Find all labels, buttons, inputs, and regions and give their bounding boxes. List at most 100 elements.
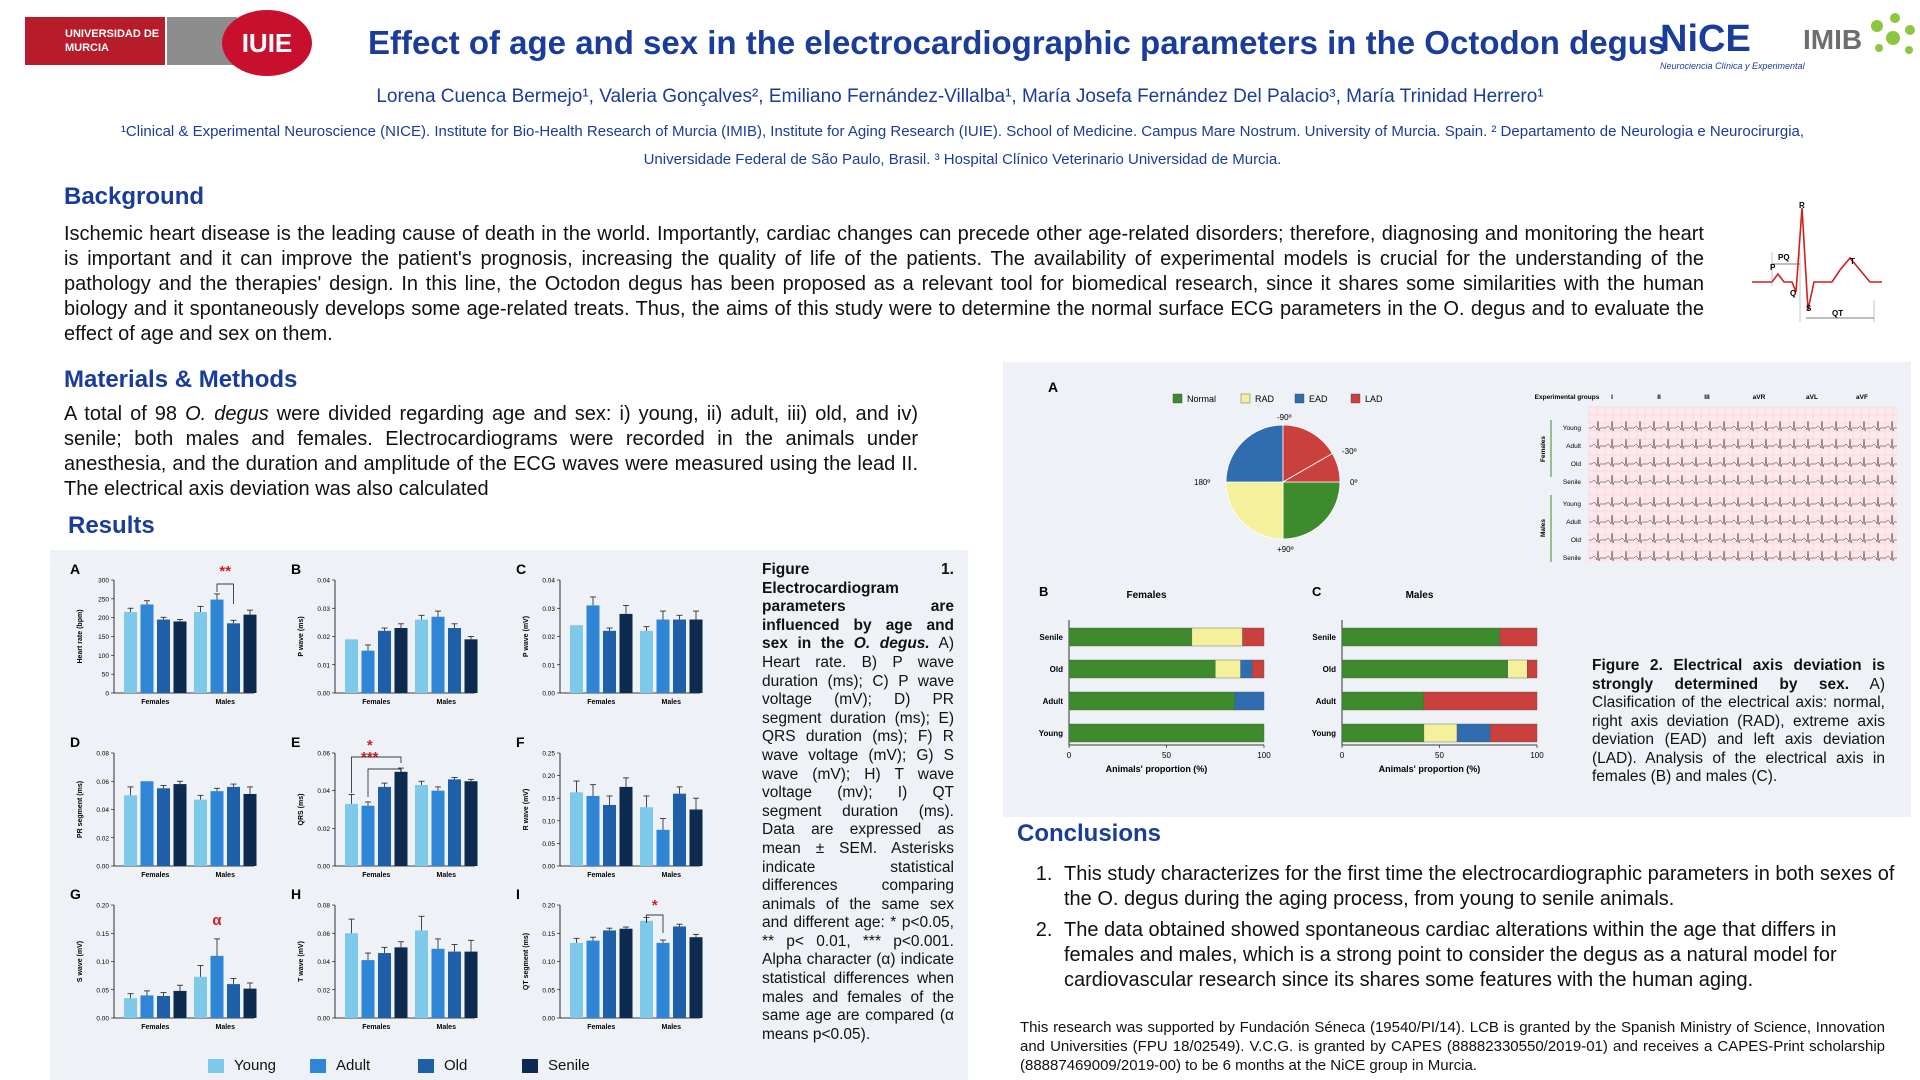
bar-senile bbox=[620, 929, 633, 1018]
row-label: Senile bbox=[1039, 633, 1063, 642]
x-axis-label: Animals' proportion (%) bbox=[1379, 764, 1481, 774]
bar-senile bbox=[395, 947, 408, 1018]
bar-senile bbox=[244, 615, 257, 693]
bar-old bbox=[673, 794, 686, 866]
y-tick-label: 0.05 bbox=[542, 987, 555, 994]
ecg-label-pq: PQ bbox=[1778, 253, 1790, 262]
funding-text: This research was supported by Fundación… bbox=[1020, 1018, 1885, 1075]
x-group-label: Females bbox=[362, 699, 390, 706]
panel-label-d: D bbox=[70, 734, 80, 750]
bar-old bbox=[227, 787, 240, 866]
chart-g: G S wave (mV) 0.00 0.05 0.10 0.15 0.20 Females M… bbox=[62, 885, 267, 1045]
x-group-label: Males bbox=[662, 699, 682, 706]
methods-heading: Materials & Methods bbox=[64, 366, 297, 394]
y-tick-label: 0.20 bbox=[542, 773, 555, 780]
x-group-label: Females bbox=[141, 1024, 169, 1031]
bar-old bbox=[227, 623, 240, 693]
iuie-logo: IUIE bbox=[222, 10, 312, 76]
y-tick-label: 0.15 bbox=[96, 931, 109, 938]
legend-old-label: Old bbox=[444, 1057, 467, 1074]
bar-senile bbox=[174, 621, 187, 693]
y-tick-label: 0.05 bbox=[96, 987, 109, 994]
x-group-label: Females bbox=[587, 872, 615, 879]
y-tick-label: 0.10 bbox=[96, 959, 109, 966]
row-label: Old bbox=[1050, 665, 1063, 674]
bar-young bbox=[640, 921, 653, 1018]
x-group-label: Males bbox=[437, 872, 457, 879]
y-tick-label: 0.20 bbox=[96, 903, 109, 910]
ecg-row-label: Adult bbox=[1566, 519, 1581, 526]
fig2-panel-label-a: A bbox=[1048, 379, 1058, 395]
bar-young bbox=[124, 612, 137, 693]
bar-adult bbox=[657, 830, 670, 866]
bar-young bbox=[640, 631, 653, 693]
pie-angle-label: -30º bbox=[1342, 447, 1357, 456]
ecg-row-label: Old bbox=[1571, 461, 1582, 468]
stacked-segment-normal bbox=[1342, 724, 1424, 742]
row-label: Adult bbox=[1316, 697, 1337, 706]
legend-young-swatch bbox=[208, 1059, 224, 1073]
bar-old bbox=[673, 926, 686, 1018]
conclusion-item-1: This study characterizes for the first t… bbox=[1058, 862, 1898, 912]
authors: Lorena Cuenca Bermejo¹, Valeria Gonçalve… bbox=[0, 86, 1920, 108]
y-tick-label: 0.00 bbox=[317, 1016, 330, 1023]
poster-title: Effect of age and sex in the electrocard… bbox=[368, 24, 1666, 62]
y-tick-label: 0.00 bbox=[96, 864, 109, 871]
ecg-header-cell: III bbox=[1704, 394, 1710, 401]
pie-legend-swatch-ead bbox=[1295, 394, 1304, 403]
ecg-label-r: R bbox=[1799, 201, 1805, 210]
ecg-sex-label-females: Females bbox=[1540, 436, 1547, 462]
stacked-segment-normal bbox=[1342, 692, 1424, 710]
legend-senile-swatch bbox=[522, 1059, 538, 1073]
university-of-murcia-logo: UNIVERSIDAD DE MURCIA bbox=[25, 17, 165, 65]
bar-young bbox=[415, 785, 428, 866]
y-tick-label: 0.00 bbox=[542, 1016, 555, 1023]
bar-adult bbox=[211, 791, 224, 866]
y-tick-label: 0.02 bbox=[317, 987, 330, 994]
bar-young bbox=[124, 998, 137, 1018]
y-tick-label: 0.04 bbox=[317, 959, 330, 966]
bar-adult bbox=[432, 791, 445, 866]
x-group-label: Females bbox=[141, 872, 169, 879]
bar-adult bbox=[211, 956, 224, 1018]
x-group-label: Males bbox=[662, 872, 682, 879]
stacked-segment-normal bbox=[1069, 692, 1235, 710]
panel-label-g: G bbox=[70, 886, 81, 902]
bar-young bbox=[194, 612, 207, 693]
stacked-segment-lad bbox=[1527, 660, 1537, 678]
y-axis-label: P wave (ms) bbox=[298, 616, 305, 656]
y-axis-label: T wave (mV) bbox=[298, 941, 305, 982]
ecg-row-label: Senile bbox=[1563, 555, 1581, 562]
row-label: Old bbox=[1323, 665, 1336, 674]
fig1-caption-text: A) Heart rate. B) P wave duration (ms); … bbox=[762, 635, 954, 1042]
ecg-label-qt: QT bbox=[1832, 309, 1843, 318]
y-tick-label: 0.06 bbox=[317, 931, 330, 938]
y-axis-label: QT segment (ms) bbox=[523, 933, 530, 990]
significance-mark: * bbox=[652, 897, 658, 914]
pie-legend-label-rad: RAD bbox=[1255, 394, 1275, 404]
stacked-segment-rad bbox=[1215, 660, 1240, 678]
bar-adult bbox=[587, 796, 600, 866]
y-axis-label: QRS (ms) bbox=[298, 794, 305, 826]
bar-adult bbox=[657, 943, 670, 1018]
y-tick-label: 0.01 bbox=[317, 662, 330, 669]
y-axis-label: R wave (mV) bbox=[523, 789, 530, 831]
bar-old bbox=[448, 779, 461, 866]
legend-adult: Adult bbox=[310, 1057, 370, 1074]
x-group-label: Females bbox=[141, 699, 169, 706]
x-group-label: Females bbox=[362, 1024, 390, 1031]
bar-senile bbox=[620, 787, 633, 866]
axis-pie-chart: A Normal RAD EAD LAD -90º-30º0º180º+90º bbox=[1003, 362, 1523, 582]
x-group-label: Females bbox=[587, 1024, 615, 1031]
pie-legend-swatch-normal bbox=[1173, 394, 1182, 403]
x-group-label: Males bbox=[437, 1024, 457, 1031]
conclusions-list: This study characterizes for the first t… bbox=[1028, 862, 1898, 999]
stacked-segment-lad bbox=[1252, 660, 1264, 678]
um-logo-line2: MURCIA bbox=[65, 41, 165, 55]
ecg-header-cell: aVF bbox=[1856, 394, 1868, 401]
y-tick-label: 0.06 bbox=[317, 751, 330, 758]
panel-label-h: H bbox=[291, 886, 301, 902]
pie-legend-label-normal: Normal bbox=[1187, 394, 1216, 404]
imib-dots-icon bbox=[1865, 8, 1920, 63]
bar-senile bbox=[465, 952, 478, 1018]
